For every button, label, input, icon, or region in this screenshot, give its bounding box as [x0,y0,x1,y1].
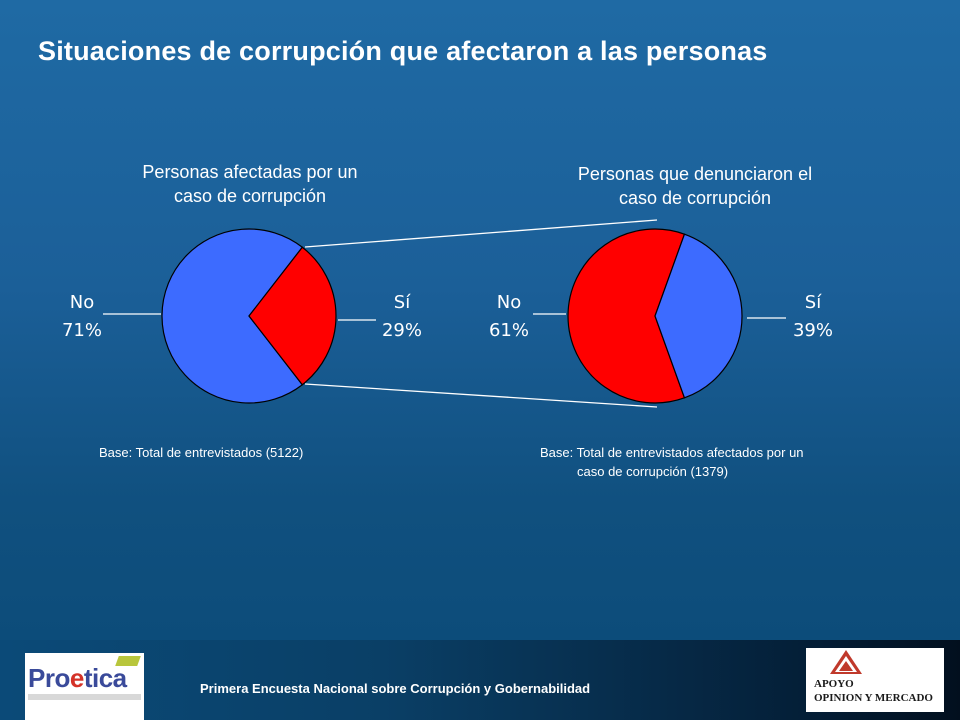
apoyo-logo-line-1: APOYO [814,678,854,690]
right-chart-title-line-1: Personas que denunciaron el [577,164,813,184]
right-pie-slice-si [654,233,743,399]
right-slice-value-si: 39% [793,320,833,341]
pie-charts: No 71% Sí 29% No 61% Sí 39% [62,219,833,408]
right-slice-label-no: No [497,292,521,313]
right-base-note-line-2: caso de corrupción (1379) [577,464,729,479]
left-pie-slice-si [248,246,337,386]
left-slice-label-si: Sí [394,292,411,313]
left-slice-value-no: 71% [62,320,102,341]
left-slice-label-no: No [70,292,94,313]
connector-line-top [304,219,658,248]
proetica-logo-word: Proetica [28,663,127,693]
proetica-logo: Proetica [25,653,144,720]
left-pie-chart: No 71% Sí 29% [62,228,422,404]
slide-title: Situaciones de corrupción que afectaron … [38,36,768,66]
footer-bar [0,640,960,720]
apoyo-logo-line-2: OPINION Y MERCADO [814,692,933,704]
footer-survey-name: Primera Encuesta Nacional sobre Corrupci… [200,681,591,696]
pie-connector-lines [304,219,658,408]
right-pie-chart: No 61% Sí 39% [489,228,833,404]
apoyo-logo: APOYO OPINION Y MERCADO [806,648,944,712]
left-slice-value-si: 29% [382,320,422,341]
left-chart-title-line-1: Personas afectadas por un [142,162,358,182]
right-chart-title: Personas que denunciaron el caso de corr… [530,162,860,210]
right-slice-label-si: Sí [805,292,822,313]
right-base-note-line-1: Base: Total de entrevistados afectados p… [540,445,804,460]
left-base-note: Base: Total de entrevistados (5122) [99,445,304,460]
left-pie-slice-no [161,228,304,404]
connector-line-bottom [304,383,658,408]
apoyo-logo-mark [830,650,862,674]
right-chart-title-line-2: caso de corrupción [618,188,772,208]
left-chart-title: Personas afectadas por un caso de corrup… [95,160,405,208]
right-pie-slice-no [567,228,686,404]
right-slice-value-no: 61% [489,320,529,341]
left-chart-title-line-2: caso de corrupción [173,186,327,206]
proetica-logo-subbar [28,694,141,700]
